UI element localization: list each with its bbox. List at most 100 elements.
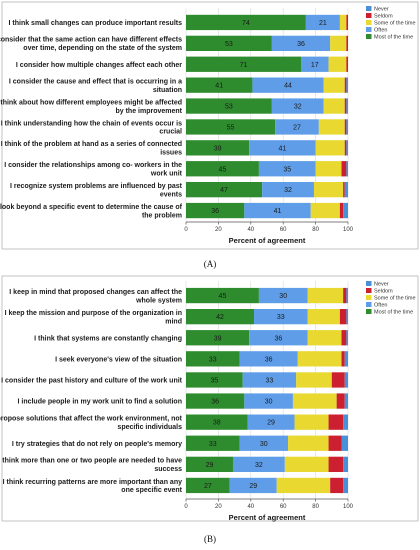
panel-a-data-label: 71 [240,62,248,69]
panel-a-bar-most-of-the-time [186,35,272,51]
panel-b-data-label: 39 [214,335,222,342]
panel-b-category-label: I try strategies that do not rely on peo… [12,441,182,448]
panel-b-x-tick-label: 80 [312,504,319,510]
panel-b-x-axis-title: Percent of agreement [229,513,306,522]
panel-b-data-label: 42 [216,314,224,321]
panel-b-bar-often [254,309,308,325]
panel-a-category-label: I consider how multiple changes affect e… [16,62,182,69]
panel-a-x-tick-label: 20 [215,227,222,233]
panel-a-bar-some-of-the-time [313,182,344,198]
panel-a-bar-often [244,202,311,219]
panel-a-caption: (A) [204,259,217,269]
panel-b-bar-often [247,414,295,430]
panel-a-data-label: 32 [284,187,292,194]
panel-b-bar-seldom [330,477,344,494]
panel-b-bar-seldom [339,309,347,325]
panel-b-data-label: 27 [204,483,212,490]
panel-a-bar-often [271,98,324,114]
panel-b-category-label: I seek everyone's view of the situation [55,356,182,363]
panel-b-data-label: 36 [274,335,282,342]
panel-b-data-label: 29 [267,420,275,427]
panel-a-data-label: 44 [284,83,292,90]
panel-b-data-label: 33 [266,377,274,384]
panel-b-bar-some-of-the-time [276,477,331,494]
panel-a-legend-swatch-seldom [366,13,372,18]
panel-a-legend-swatch-never [366,6,372,11]
panel-a-bar-never [344,182,348,198]
panel-b-data-label: 33 [209,356,217,363]
panel-b-bar-most-of-the-time [186,393,245,409]
panel-a-x-tick-label: 60 [280,227,287,233]
panel-b-category-label: I think more than one or two people are … [0,458,182,465]
panel-a-category-label: I recognize system problems are influenc… [10,183,183,190]
panel-b-legend-swatch-some-of-the-time [366,295,372,300]
panel-a-bar-often [271,35,331,51]
panel-a-bar-often [262,182,314,198]
panel-b-category-label: success [154,466,182,473]
panel-a-legend-label: Often [374,28,387,34]
panel-a-bar-never [346,77,348,93]
panel-a-bar-most-of-the-time [186,161,259,177]
panel-a-category-label: crucial [159,129,182,136]
panel-a-bar-some-of-the-time [339,14,347,31]
panel-a-category-label: I think of the problem at hand as a seri… [1,141,182,148]
panel-a-x-axis-title: Percent of agreement [229,236,306,245]
panel-b-bar-most-of-the-time [186,456,233,472]
panel-b-bar-seldom [343,287,347,304]
panel-b-legend-swatch-often [366,302,372,307]
panel-a-category-label: I consider the cause and effect that is … [9,78,182,85]
panel-b-data-label: 35 [210,377,218,384]
panel-a-category-label: by the improvement [115,108,182,115]
panel-b-legend-label: Seldom [374,289,393,295]
panel-b-bar-some-of-the-time [307,309,340,325]
panel-a-bar-some-of-the-time [315,161,342,177]
panel-a-category-label: over time, depending on the state of the… [23,45,182,52]
panel-a-bar-never [343,202,348,219]
panel-a-data-label: 55 [227,124,235,131]
panel-a-bar-often [305,14,340,31]
panel-b-bar-seldom [336,393,345,409]
panel-a-bar-often [258,161,316,177]
panel-b-bar-often [249,330,308,346]
panel-b-bar-some-of-the-time [297,351,342,367]
panel-b-category-label: whole system [135,297,182,304]
panel-a-bar-often [249,140,316,156]
panel-a-bar-seldom [341,161,347,177]
panel-b-bar-most-of-the-time [186,372,243,388]
panel-b-category-label: I include people in my work unit to find… [17,399,182,406]
panel-b-x-tick-label: 40 [247,504,254,510]
panel-a-bar-most-of-the-time [186,14,306,31]
panel-a-x-tick-label: 80 [312,227,319,233]
panel-a-category-label: I think small changes can produce import… [9,20,183,27]
panel-b-bar-never [343,456,348,472]
panel-b-x-tick-label: 0 [184,504,188,510]
panel-b-bar-some-of-the-time [307,287,344,304]
panel-a-x-tick-label: 40 [247,227,254,233]
panel-a-bar-never [346,119,348,135]
panel-b-category-label: I keep in mind that proposed changes can… [9,289,182,296]
panel-b-data-label: 30 [279,293,287,300]
panel-a-bar-some-of-the-time [315,140,345,156]
panel-b-bar-seldom [341,330,347,346]
panel-b-legend-swatch-seldom [366,288,372,293]
panel-b-bar-often [242,372,297,388]
panel-a-category-label: events [160,191,182,198]
panel-b-bar-often [229,477,277,494]
panel-a-bar-some-of-the-time [318,119,345,135]
panel-b-chart: 45 30 I keep in mind that proposed changes… [0,281,416,522]
panel-a-bar-never [346,98,348,114]
panel-a-data-label: 17 [311,62,319,69]
panel-b-bar-most-of-the-time [186,287,259,304]
panel-b-x-tick-label: 60 [280,504,287,510]
panel-a-bar-seldom [346,56,348,72]
panel-b-bar-never [346,309,348,325]
panel-a-bar-seldom [344,77,347,93]
panel-b-bar-often [232,456,285,472]
panel-a-bar-often [252,77,324,93]
panel-b-legend-label: Often [374,303,387,309]
panel-a-category-label: I think about how different employees mi… [0,99,182,106]
panel-b-bar-some-of-the-time [294,414,329,430]
panel-b-category-label: I think that systems are constantly chan… [34,335,182,342]
panel-a-data-label: 36 [297,41,305,48]
panel-b-bar-never [344,351,348,367]
